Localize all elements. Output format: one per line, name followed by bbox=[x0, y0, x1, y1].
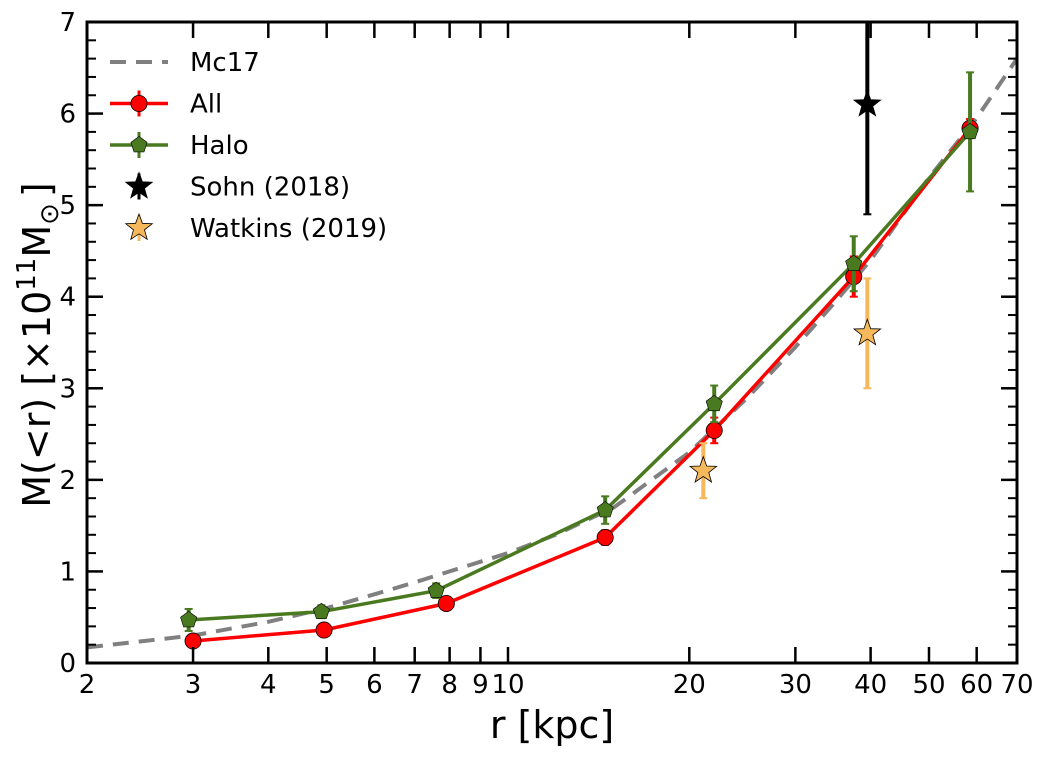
data-point-all bbox=[315, 621, 333, 639]
data-point-sohn-2018- bbox=[852, 89, 882, 117]
x-tick-label: 40 bbox=[854, 670, 887, 700]
legend-label-watkins-2019-: Watkins (2019) bbox=[190, 214, 387, 244]
legend-marker-sohn-2018- bbox=[124, 171, 154, 199]
y-axis-label-unit: M bbox=[15, 225, 59, 258]
y-tick-label: 2 bbox=[59, 466, 76, 496]
y-tick-label: 6 bbox=[59, 100, 76, 130]
x-tick-label: 6 bbox=[366, 670, 383, 700]
legend-label-halo: Halo bbox=[190, 131, 249, 161]
x-tick-label: 5 bbox=[318, 670, 335, 700]
data-point-all bbox=[705, 421, 723, 439]
y-tick-label: 1 bbox=[59, 557, 76, 587]
data-point-all bbox=[596, 529, 614, 547]
data-point-watkins-2019- bbox=[688, 455, 718, 483]
legend-marker-all bbox=[130, 95, 148, 113]
y-axis-label-subscript: ⊙ bbox=[35, 203, 65, 225]
x-tick-label: 7 bbox=[406, 670, 423, 700]
y-axis-label-exponent: 11 bbox=[12, 258, 42, 291]
series-line-all bbox=[192, 127, 972, 643]
y-axis-label-close: ] bbox=[15, 182, 59, 197]
y-tick-label: 4 bbox=[59, 283, 76, 313]
x-tick-label: 3 bbox=[185, 670, 202, 700]
series-line-mc17 bbox=[87, 57, 1017, 650]
data-point-watkins-2019- bbox=[852, 318, 882, 346]
legend-marker-watkins-2019- bbox=[124, 212, 154, 241]
data-point-all bbox=[184, 632, 202, 650]
x-tick-label: 60 bbox=[960, 670, 993, 700]
x-tick-label: 50 bbox=[912, 670, 945, 700]
data-point-halo bbox=[705, 394, 723, 412]
y-tick-label: 7 bbox=[59, 8, 76, 38]
legend: Mc17 All Halo Sohn (2018) Watkins (2019) bbox=[110, 48, 387, 244]
svg-text:M(<r) [×1011M⊙]: M(<r) [×1011M⊙] bbox=[12, 182, 65, 508]
data-point-halo bbox=[312, 602, 330, 619]
y-tick-label: 5 bbox=[59, 191, 76, 221]
legend-label-mc17: Mc17 bbox=[190, 48, 260, 78]
y-axis-label: M(<r) [×1011M⊙] bbox=[12, 182, 65, 508]
data-point-halo bbox=[845, 254, 863, 272]
x-tick-label: 9 bbox=[472, 670, 489, 700]
y-tick-label: 0 bbox=[59, 649, 76, 679]
y-axis-label-main: M(<r) [×10 bbox=[15, 291, 59, 508]
legend-marker-halo bbox=[130, 136, 148, 153]
x-tick-label: 4 bbox=[260, 670, 277, 700]
x-tick-label: 8 bbox=[441, 670, 458, 700]
x-tick-label: 30 bbox=[779, 670, 812, 700]
y-tick-label: 3 bbox=[59, 374, 76, 404]
x-tick-label: 2 bbox=[79, 670, 96, 700]
x-tick-label: 70 bbox=[1000, 670, 1033, 700]
data-point-halo bbox=[427, 581, 445, 598]
data-point-halo bbox=[961, 122, 979, 140]
legend-label-all: All bbox=[190, 90, 222, 120]
legend-label-sohn-2018-: Sohn (2018) bbox=[190, 173, 350, 203]
x-tick-label: 20 bbox=[673, 670, 706, 700]
plot-frame bbox=[85, 20, 1019, 665]
data-point-halo bbox=[180, 611, 198, 628]
data-point-halo bbox=[596, 501, 614, 518]
x-axis-label: r [kpc] bbox=[490, 703, 614, 747]
data-point-all bbox=[437, 594, 455, 612]
x-tick-label: 10 bbox=[491, 670, 524, 700]
